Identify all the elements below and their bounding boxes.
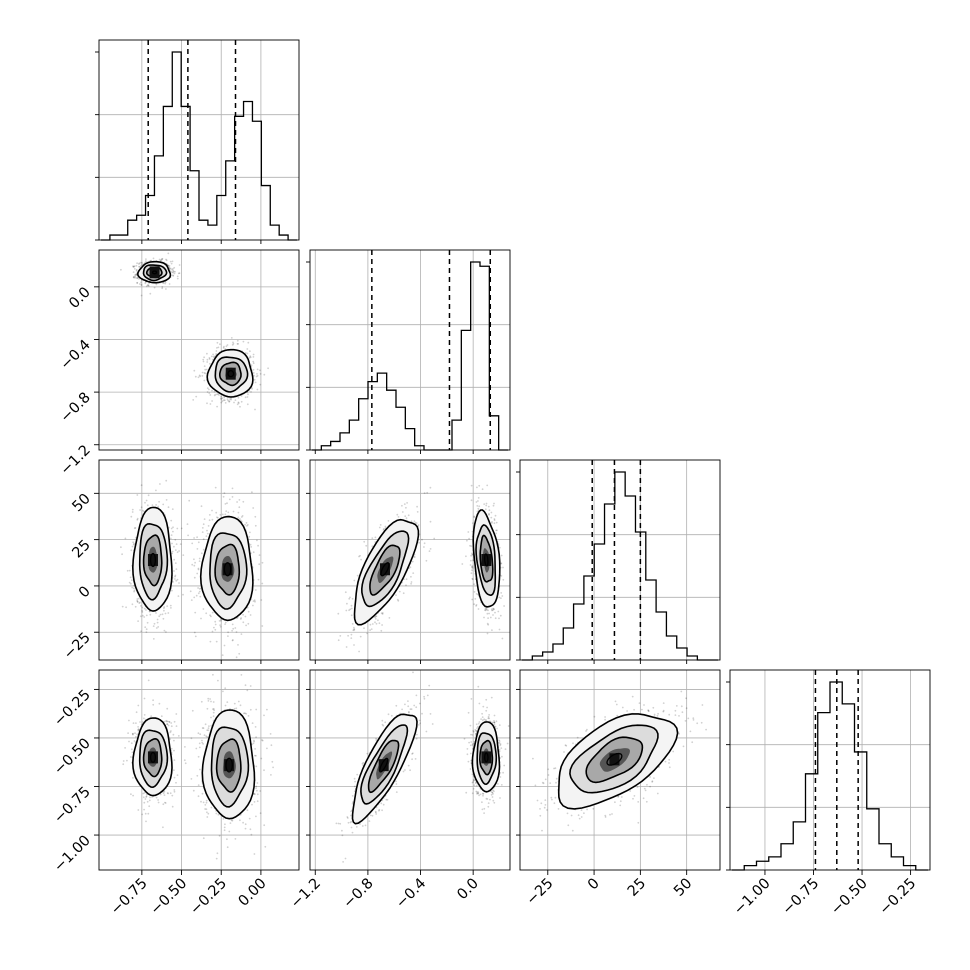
histogram-panel-0 xyxy=(95,39,300,241)
y-axis-2: −25 0 25 50 xyxy=(61,491,310,663)
density-peak xyxy=(481,554,492,566)
panel-frame xyxy=(309,669,511,871)
y-tick-label: −0.8 xyxy=(58,390,94,426)
y-tick-label: 0 xyxy=(76,583,94,601)
panel-frame xyxy=(309,459,511,661)
x-tick-label: −0.25 xyxy=(877,876,920,919)
histogram-panel-3 xyxy=(726,669,931,871)
contour-core xyxy=(484,752,489,763)
y-axis-3: −1.00 −0.75 −0.50 −0.25 xyxy=(51,687,520,875)
density-peak xyxy=(609,753,620,766)
y-tick-label: −0.25 xyxy=(51,687,94,730)
x-tick-label: −1.00 xyxy=(731,876,774,919)
contour-core xyxy=(225,757,233,773)
x-axis-3: −1.00 −0.75 −0.50 −0.25 xyxy=(731,870,919,918)
x-tick-label: −0.50 xyxy=(148,876,191,919)
density-peak xyxy=(147,751,158,764)
histogram-panel-1 xyxy=(306,249,511,451)
x-tick-label: −1.2 xyxy=(288,876,324,912)
panel-frame xyxy=(309,249,511,451)
x-tick-label: −0.75 xyxy=(780,876,823,919)
x-axis-1: −1.2 −0.8 −0.4 0.0 xyxy=(288,450,482,912)
panel-frame xyxy=(98,249,300,451)
histogram-series xyxy=(312,261,508,451)
x-tick-label: 0 xyxy=(585,876,603,894)
y-tick-label: 50 xyxy=(69,491,93,515)
contour-core xyxy=(484,553,489,567)
panel-frame xyxy=(98,39,300,241)
y-tick-label: −1.00 xyxy=(51,833,94,876)
x-tick-label: 0.0 xyxy=(454,876,482,904)
panel-frame xyxy=(98,669,300,871)
y-tick-label: −1.2 xyxy=(58,442,94,478)
density-peak xyxy=(481,751,492,764)
density-peak xyxy=(222,563,233,576)
contour-core xyxy=(149,751,156,763)
contour-core xyxy=(379,757,389,773)
density-peak xyxy=(149,266,160,279)
y-tick-label: 25 xyxy=(69,537,93,561)
histogram-series xyxy=(522,471,718,661)
histogram-panel-2 xyxy=(516,459,721,661)
y-tick-label: −0.4 xyxy=(58,337,94,373)
density-peak xyxy=(225,367,236,380)
contour-core xyxy=(380,562,390,577)
scatter-panel-2-0 xyxy=(98,459,300,661)
y-tick-label: −0.75 xyxy=(51,784,94,827)
x-tick-label: −25 xyxy=(524,876,557,909)
scatter-panel-3-2 xyxy=(519,669,721,871)
scatter-panel-1-0 xyxy=(98,249,300,451)
panel-frame xyxy=(98,459,300,661)
contour-core xyxy=(606,752,623,766)
scatter-panel-2-1 xyxy=(309,459,511,661)
x-tick-label: 25 xyxy=(625,876,649,900)
x-tick-label: −0.8 xyxy=(341,876,377,912)
y-axis-1: −1.2 −0.8 −0.4 0.0 xyxy=(58,284,99,478)
histogram-series xyxy=(101,51,297,241)
x-tick-label: −0.50 xyxy=(828,876,871,919)
panel-frame xyxy=(729,669,931,871)
panel-frame xyxy=(519,669,721,871)
histogram-series xyxy=(732,681,928,871)
contour-core xyxy=(223,562,232,577)
density-peak xyxy=(380,563,390,576)
y-tick-label: −25 xyxy=(61,630,94,663)
contour-core xyxy=(149,552,156,568)
density-peak xyxy=(224,759,235,772)
density-peak xyxy=(378,759,389,772)
scatter-panel-3-0 xyxy=(98,669,300,871)
x-tick-label: 0.00 xyxy=(236,876,270,910)
contour-core xyxy=(227,370,235,378)
scatter-panel-3-1 xyxy=(309,669,511,871)
y-tick-label: 0.0 xyxy=(66,284,94,312)
density-peak xyxy=(147,554,158,566)
y-tick-label: −0.50 xyxy=(51,735,94,778)
x-tick-label: −0.4 xyxy=(393,876,429,912)
x-tick-label: −0.75 xyxy=(108,876,151,919)
panel-frame xyxy=(519,459,721,661)
contour-core xyxy=(151,270,158,275)
x-tick-label: 50 xyxy=(671,876,695,900)
x-tick-label: −0.25 xyxy=(187,876,230,919)
